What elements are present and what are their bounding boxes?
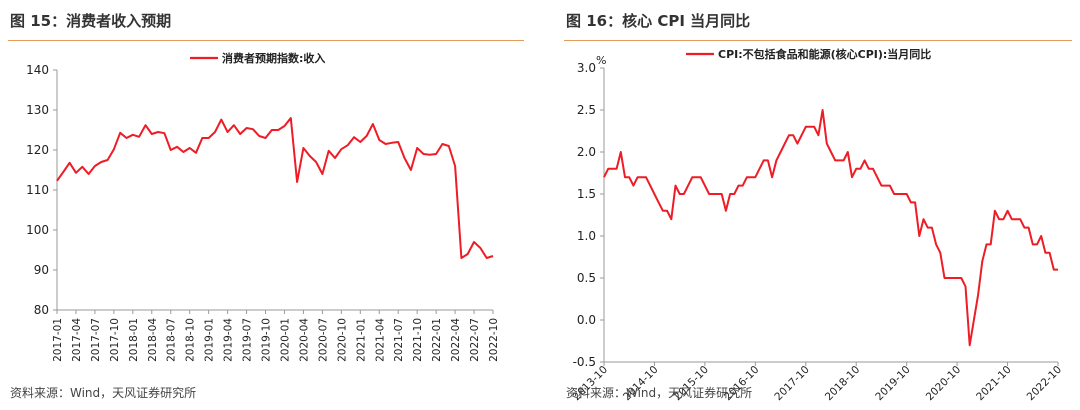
x-tick-label: 2020-01: [279, 318, 291, 362]
x-tick-label: 2021-04: [374, 318, 386, 362]
x-tick-label: 2019-07: [242, 318, 254, 362]
legend-label: CPI:不包括食品和能源(核心CPI):当月同比: [718, 47, 931, 61]
x-tick-label: 2019-01: [204, 318, 216, 362]
y-tick-label: 110: [26, 183, 49, 197]
x-tick-label: 2017-10: [772, 364, 812, 404]
y-tick-label: -0.5: [573, 355, 596, 369]
x-tick-label: 2017-07: [90, 318, 102, 362]
x-tick-label: 2020-10: [924, 364, 964, 404]
x-tick-label: 2019-10: [873, 364, 913, 404]
y-tick-label: 2.0: [577, 145, 596, 159]
x-tick-label: 2021-07: [393, 318, 405, 362]
title-divider: [8, 40, 524, 41]
source-note: 资料来源：Wind，天风证券研究所: [566, 386, 753, 400]
y-tick-label: 90: [34, 263, 49, 277]
y-tick-label: 2.5: [577, 103, 596, 117]
y-tick-label: 120: [26, 143, 49, 157]
x-tick-label: 2018-10: [823, 364, 863, 404]
chart-panel-consumer-income: 图 15：消费者收入预期 140 130 120 110 100 90 80 2017-01 2…: [0, 0, 532, 410]
x-tick-label: 2018-01: [128, 318, 140, 362]
y-tick-label: 3.0: [577, 61, 596, 75]
title-divider: [564, 40, 1072, 41]
y-tick-label: 140: [26, 63, 49, 77]
x-tick-label: 2019-04: [223, 318, 235, 362]
y-tick-label: 1.0: [577, 229, 596, 243]
y-tick-label: 0.0: [577, 313, 596, 327]
x-tick-label: 2018-07: [166, 318, 178, 362]
source-note: 资料来源：Wind，天风证券研究所: [10, 386, 197, 400]
unit-label: %: [596, 54, 606, 67]
y-tick-label: 80: [34, 303, 49, 317]
x-tick-label: 2017-01: [52, 318, 64, 362]
figure-title: 图 15：消费者收入预期: [10, 12, 172, 30]
x-tick-label: 2018-10: [185, 318, 197, 362]
x-tick-label: 2017-10: [109, 318, 121, 362]
series-line-0: [56, 117, 494, 259]
y-tick-label: 1.5: [577, 187, 596, 201]
x-tick-label: 2019-10: [261, 318, 273, 362]
series-line-0: [603, 109, 1058, 347]
y-tick-label: 100: [26, 223, 49, 237]
y-tick-label: 0.5: [577, 271, 596, 285]
y-tick-label: 130: [26, 103, 49, 117]
legend-label: 消费者预期指数:收入: [222, 51, 325, 65]
x-tick-label: 2021-10: [412, 318, 424, 362]
x-tick-label: 2021-01: [355, 318, 367, 362]
x-tick-label: 2020-10: [336, 318, 348, 362]
x-tick-label: 2020-07: [317, 318, 329, 362]
x-tick-label: 2020-04: [298, 318, 310, 362]
x-tick-label: 2022-01: [431, 318, 443, 362]
x-tick-label: 2021-10: [974, 364, 1014, 404]
x-tick-label: 2022-04: [450, 318, 462, 362]
x-tick-label: 2018-04: [147, 318, 159, 362]
x-tick-label: 2022-10: [488, 318, 500, 362]
x-tick-label: 2022-07: [469, 318, 481, 362]
x-tick-label: 2017-04: [71, 318, 83, 362]
x-tick-label: 2022-10: [1025, 364, 1065, 404]
figure-title: 图 16：核心 CPI 当月同比: [566, 12, 751, 30]
chart-panel-core-cpi: 图 16：核心 CPI 当月同比 3.0 2.5 2.0 1.5 1.0 0.5 0.0 -0…: [556, 0, 1080, 410]
